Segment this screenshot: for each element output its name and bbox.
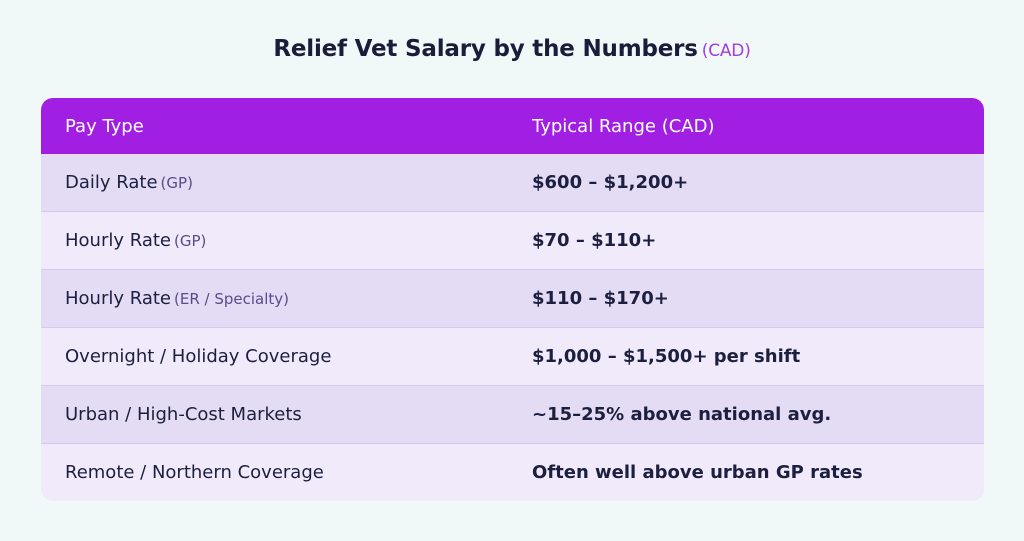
table-header: Pay Type Typical Range (CAD): [41, 98, 984, 154]
range-cell: $70 – $110+: [532, 230, 657, 251]
table-row: Remote / Northern Coverage Often well ab…: [41, 444, 984, 501]
header-typical-range: Typical Range (CAD): [532, 115, 715, 137]
table-row: Daily Rate (GP) $600 – $1,200+: [41, 154, 984, 212]
range-cell: Often well above urban GP rates: [532, 462, 863, 483]
pay-type-cell: Overnight / Holiday Coverage: [41, 346, 532, 367]
title-text: Relief Vet Salary by the Numbers: [273, 36, 698, 62]
pay-type-note: (ER / Specialty): [174, 290, 290, 308]
table-row: Urban / High-Cost Markets ~15–25% above …: [41, 386, 984, 444]
page-title: Relief Vet Salary by the Numbers (CAD): [0, 36, 1024, 62]
table-row: Hourly Rate (GP) $70 – $110+: [41, 212, 984, 270]
header-pay-type: Pay Type: [65, 115, 144, 137]
range-cell: $110 – $170+: [532, 288, 669, 309]
pay-type-cell: Hourly Rate (GP): [41, 230, 532, 251]
range-cell: ~15–25% above national avg.: [532, 404, 832, 425]
pay-type-cell: Urban / High-Cost Markets: [41, 404, 532, 425]
pay-type-label: Overnight / Holiday Coverage: [65, 346, 332, 367]
table-row: Overnight / Holiday Coverage $1,000 – $1…: [41, 328, 984, 386]
pay-type-label: Hourly Rate: [65, 288, 172, 309]
pay-type-label: Urban / High-Cost Markets: [65, 404, 302, 425]
pay-type-note: (GP): [160, 174, 193, 192]
pay-type-cell: Daily Rate (GP): [41, 172, 532, 193]
pay-type-cell: Hourly Rate (ER / Specialty): [41, 288, 532, 309]
pay-type-label: Hourly Rate: [65, 230, 172, 251]
pay-type-note: (GP): [174, 232, 207, 250]
range-cell: $1,000 – $1,500+ per shift: [532, 346, 801, 367]
salary-table: Pay Type Typical Range (CAD) Daily Rate(…: [41, 98, 984, 501]
pay-type-cell: Remote / Northern Coverage: [41, 462, 532, 483]
pay-type-label: Remote / Northern Coverage: [65, 462, 324, 483]
table-row: Hourly Rate (ER / Specialty) $110 – $170+: [41, 270, 984, 328]
range-cell: $600 – $1,200+: [532, 172, 689, 193]
pay-type-label: Daily Rate: [65, 172, 158, 193]
title-unit: (CAD): [701, 41, 751, 61]
